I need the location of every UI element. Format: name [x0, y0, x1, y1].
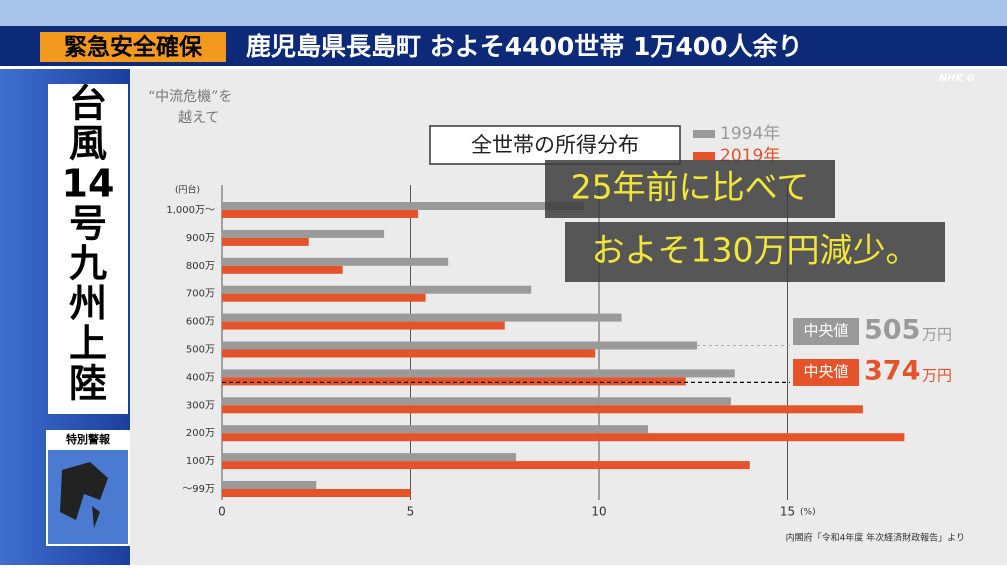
median-value: 374 — [864, 356, 920, 387]
side-title-char: 上 — [69, 322, 107, 366]
side-title-char: 風 — [69, 122, 107, 166]
annotation: 25年前に比べて — [571, 168, 810, 207]
map-land — [60, 462, 108, 528]
side-title-char: 台 — [69, 82, 107, 126]
side-title-char: 州 — [69, 282, 107, 326]
legend-swatch — [693, 130, 715, 138]
annotation: およそ130万円減少。 — [592, 231, 919, 270]
bar — [222, 489, 411, 497]
legend-label: 1994年 — [720, 124, 780, 144]
side-title-char: 九 — [69, 242, 107, 286]
median-box — [793, 359, 859, 386]
bar — [222, 397, 731, 406]
median-box — [793, 318, 859, 345]
x-tick-label: 5 — [407, 505, 415, 519]
bar — [222, 229, 385, 238]
source: 内閣府「令和4年度 年次経済財政報告」より — [786, 532, 965, 544]
x-tick-label: 10 — [591, 505, 606, 519]
bar — [222, 425, 649, 434]
legend-swatch — [693, 152, 715, 160]
bar — [222, 313, 622, 322]
median-unit: 万円 — [922, 367, 952, 385]
y-tick-label: 900万 — [186, 233, 215, 244]
bar — [222, 202, 584, 210]
bar — [222, 237, 309, 246]
annotation-box — [545, 160, 835, 218]
logo: NHK G — [939, 73, 975, 84]
bar — [222, 265, 343, 274]
chart-title-box — [429, 125, 681, 165]
banner-rule — [0, 66, 1007, 69]
banner-tag: 緊急安全確保 — [64, 34, 203, 61]
side-title-char: 号 — [69, 202, 107, 246]
x-axis-label: (%) — [800, 508, 816, 518]
y-tick-label: 100万 — [186, 456, 215, 467]
y-tick-label: 400万 — [186, 372, 215, 383]
bar — [222, 257, 449, 266]
top-strip — [0, 0, 1007, 26]
median-label: 中央値 — [803, 363, 848, 381]
bar — [222, 377, 686, 386]
median-value: 505 — [864, 315, 920, 346]
y-tick-label: 200万 — [186, 428, 215, 439]
y-tick-label: 〜99万 — [182, 484, 215, 495]
y-tick-label: 800万 — [186, 261, 215, 272]
annotation-box — [565, 222, 945, 282]
x-tick-label: 15 — [780, 505, 795, 519]
bar — [222, 369, 735, 378]
bar — [222, 293, 426, 302]
median-label: 中央値 — [803, 322, 848, 340]
bar — [222, 433, 905, 442]
warning-label: 特別警報 — [66, 432, 111, 446]
chart-title: 全世帯の所得分布 — [471, 133, 639, 157]
median-unit: 万円 — [922, 326, 952, 344]
banner-tag-box — [40, 32, 226, 62]
side-title-box — [48, 84, 128, 414]
bar — [222, 405, 863, 414]
y-tick-label: 600万 — [186, 317, 215, 328]
y-tick-label: 1,000万〜 — [166, 205, 215, 216]
y-axis-label: (円台) — [175, 184, 200, 196]
y-tick-label: 500万 — [186, 345, 215, 356]
bar — [222, 349, 596, 358]
bar — [222, 341, 698, 350]
side-title-char: 陸 — [69, 362, 107, 406]
program-title: 越えて — [178, 110, 219, 126]
bar — [222, 461, 750, 470]
y-tick-label: 700万 — [186, 289, 215, 300]
bar — [222, 321, 505, 330]
side-title-char: 14 — [62, 162, 115, 206]
banner-text: 鹿児島県長島町 およそ4400世帯 1万400人余り — [246, 32, 803, 61]
y-tick-label: 300万 — [186, 400, 215, 411]
bar — [222, 285, 532, 294]
bar — [222, 481, 317, 489]
bar — [222, 453, 517, 462]
x-tick-label: 0 — [218, 505, 226, 519]
bar — [222, 210, 419, 218]
program-title: “中流危機”を — [148, 89, 232, 105]
